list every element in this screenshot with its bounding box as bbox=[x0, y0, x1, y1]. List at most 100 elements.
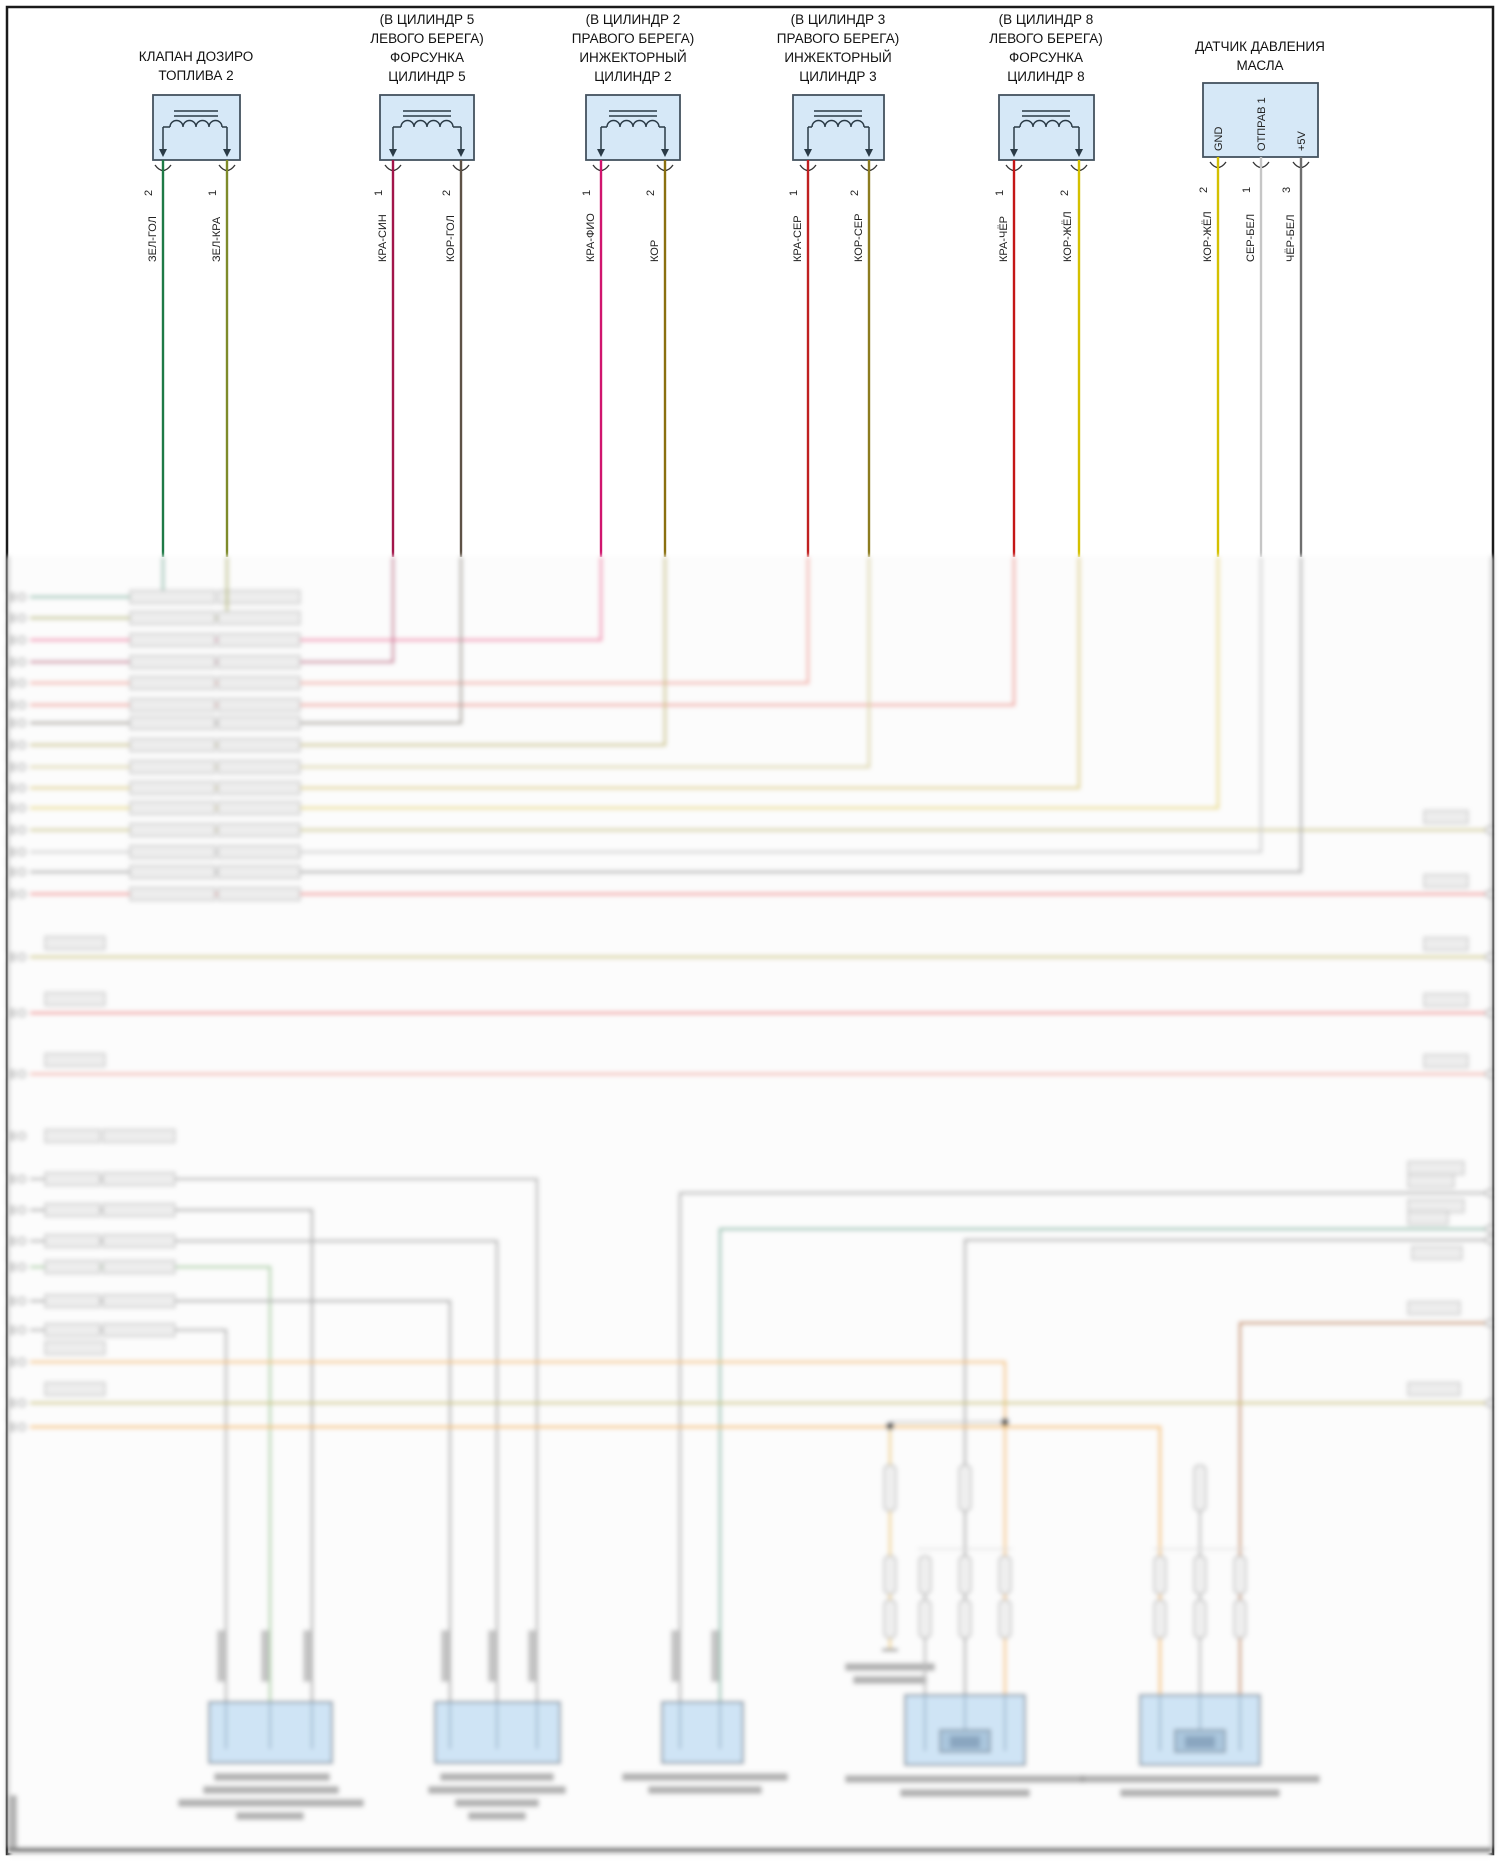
component-title: ФОРСУНКА bbox=[390, 50, 464, 65]
blurred-text-bar bbox=[214, 1773, 330, 1781]
blurred-pin-number bbox=[7, 783, 16, 793]
connector-pin bbox=[17, 867, 27, 877]
connector-pin bbox=[17, 592, 27, 602]
connector-pin bbox=[1484, 1224, 1494, 1234]
blurred-pin-number bbox=[7, 657, 16, 667]
blurred-pin-number bbox=[7, 825, 16, 835]
blurred-wire-label bbox=[1423, 1054, 1469, 1068]
inline-connector bbox=[883, 1555, 897, 1595]
blurred-wire-label bbox=[129, 633, 216, 647]
connector-pin bbox=[1484, 1235, 1494, 1245]
sensor-pin-label-gnd: GND bbox=[1213, 127, 1225, 152]
blurred-wire-label bbox=[1407, 1199, 1465, 1213]
blurred-pin-number bbox=[7, 762, 16, 772]
blurred-pin-number bbox=[7, 1422, 16, 1432]
blurred-wire-label bbox=[217, 611, 301, 625]
component-title: (В ЦИЛИНДР 5 bbox=[380, 12, 475, 27]
blurred-vertical-wire-label bbox=[261, 1630, 269, 1682]
connector-pin bbox=[17, 1262, 27, 1272]
blurred-wire-label bbox=[217, 633, 301, 647]
pin-number: 2 bbox=[849, 190, 861, 196]
component-title: ЛЕВОГО БЕРЕГА) bbox=[989, 31, 1103, 46]
connector-pin bbox=[17, 718, 27, 728]
inline-connector bbox=[1193, 1599, 1207, 1639]
blurred-wire bbox=[30, 557, 1016, 707]
blurred-pin-number bbox=[7, 1008, 16, 1018]
component-title: (В ЦИЛИНДР 2 bbox=[586, 12, 681, 27]
blurred-wire-label bbox=[129, 738, 216, 752]
blurred-wire-label bbox=[129, 823, 216, 837]
blurred-pin-number bbox=[7, 847, 16, 857]
blurred-wire-label bbox=[44, 1129, 101, 1143]
wire-color-label: КОР-СЕР bbox=[853, 214, 865, 262]
blurred-wire-label bbox=[102, 1234, 176, 1248]
connector-pin bbox=[17, 952, 27, 962]
connector-pin bbox=[17, 657, 27, 667]
blurred-pin-number bbox=[7, 740, 16, 750]
blurred-pin-number bbox=[7, 700, 16, 710]
connector-pin bbox=[17, 1236, 27, 1246]
wire-color-label: КРА-ЧЁР bbox=[998, 216, 1010, 262]
connector-pin bbox=[17, 803, 27, 813]
coil-symbol bbox=[1013, 110, 1080, 150]
pin-number: 1 bbox=[373, 190, 385, 196]
blurred-wire-label bbox=[44, 1323, 101, 1337]
connector-pin bbox=[1484, 952, 1494, 962]
pin-sockets bbox=[1005, 164, 1088, 172]
connector-pin bbox=[1484, 889, 1494, 899]
pin-number: 1 bbox=[788, 190, 800, 196]
blurred-wire-label bbox=[44, 1260, 101, 1274]
component-title: ФОРСУНКА bbox=[1009, 50, 1083, 65]
connector-pin bbox=[1484, 1188, 1494, 1198]
pin-number: 1 bbox=[207, 190, 219, 196]
blurred-pin-number bbox=[7, 592, 16, 602]
blurred-wire-label bbox=[217, 760, 301, 774]
component-title: ИНЖЕКТОРНЫЙ bbox=[784, 50, 891, 65]
pin-sockets bbox=[154, 164, 236, 172]
blurred-wire-label bbox=[217, 716, 301, 730]
inline-connector bbox=[1193, 1464, 1207, 1512]
blurred-wire-label bbox=[44, 936, 106, 950]
blurred-pin-number bbox=[7, 803, 16, 813]
blurred-pin-number bbox=[7, 1131, 16, 1141]
blurred-wire-label bbox=[129, 590, 216, 604]
blurred-pin-number bbox=[7, 1236, 16, 1246]
coil-symbol bbox=[162, 110, 228, 150]
component-injector-cylinder-5: (В ЦИЛИНДР 5 ЛЕВОГО БЕРЕГА) ФОРСУНКА ЦИЛ… bbox=[370, 12, 484, 557]
blurred-pin-number bbox=[7, 1069, 16, 1079]
blurred-wire-label bbox=[217, 655, 301, 669]
component-title: ЦИЛИНДР 3 bbox=[799, 69, 876, 84]
blurred-wire-label bbox=[129, 845, 216, 859]
blurred-text-bar bbox=[853, 1676, 927, 1684]
blurred-wire-label bbox=[129, 698, 216, 712]
connector-pin bbox=[17, 1422, 27, 1432]
coil-arrows bbox=[597, 149, 669, 157]
component-title: ЦИЛИНДР 2 bbox=[594, 69, 671, 84]
blurred-text-bar bbox=[648, 1786, 762, 1794]
connector-pin bbox=[1484, 1008, 1494, 1018]
blurred-wire-label bbox=[102, 1260, 176, 1274]
blurred-wire-label bbox=[44, 1294, 101, 1308]
connector-pin bbox=[17, 1008, 27, 1018]
blurred-wire-label bbox=[44, 992, 106, 1006]
connector-pin bbox=[1484, 1318, 1494, 1328]
blurred-pin-number bbox=[7, 613, 16, 623]
blurred-wire bbox=[30, 557, 1081, 790]
component-title: МАСЛА bbox=[1236, 58, 1283, 73]
blurred-pin-number bbox=[7, 635, 16, 645]
blurred-wire-label bbox=[129, 716, 216, 730]
blurred-pin-number bbox=[7, 889, 16, 899]
component-oil-pressure-sensor: ДАТЧИК ДАВЛЕНИЯ МАСЛА GND ОТПРАВ 1 +5V 2… bbox=[1195, 39, 1325, 557]
connector-pin bbox=[17, 1296, 27, 1306]
pin-sockets bbox=[1209, 161, 1310, 169]
pin-sockets bbox=[799, 164, 878, 172]
coil-arrows bbox=[804, 149, 873, 157]
sensor-pin-label-send: ОТПРАВ 1 bbox=[1256, 97, 1268, 151]
blurred-vertical-wire-label bbox=[528, 1630, 536, 1682]
connector-pin bbox=[17, 762, 27, 772]
blurred-vertical-wire-label bbox=[217, 1630, 225, 1682]
blurred-wire bbox=[30, 557, 1220, 810]
component-title: (В ЦИЛИНДР 8 bbox=[999, 12, 1094, 27]
inline-connector bbox=[1153, 1599, 1167, 1639]
